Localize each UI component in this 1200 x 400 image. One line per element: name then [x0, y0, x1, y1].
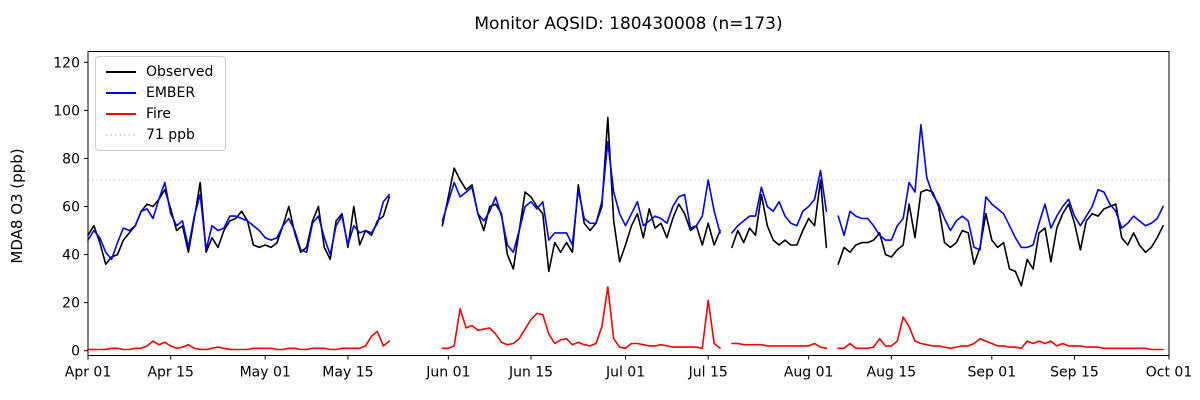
plot-border: [87, 51, 1170, 356]
legend-item-threshold: 71 ppb: [106, 127, 213, 143]
legend-label: Fire: [146, 106, 171, 122]
x-tick-label: Apr 15: [147, 365, 193, 381]
x-tick-label: Oct 01: [1146, 365, 1192, 381]
threshold-line-swatch: [106, 134, 136, 136]
y-tick-label: 100: [53, 103, 80, 119]
x-tick-label: May 01: [240, 365, 291, 381]
x-tick-label: Jun 15: [508, 365, 553, 381]
x-tick-label: May 15: [322, 365, 373, 381]
y-tick-label: 80: [62, 151, 80, 167]
legend-item-observed: Observed: [106, 64, 213, 80]
legend: Observed EMBER Fire 71 ppb: [95, 56, 227, 151]
x-tick-label: Sep 01: [967, 365, 1016, 381]
ember-line-swatch: [106, 92, 136, 94]
series-line-observed: [87, 116, 1164, 287]
chart-title: Monitor AQSID: 180430008 (n=173): [474, 14, 783, 34]
observed-line-swatch: [106, 71, 136, 73]
y-tick-label: 0: [71, 344, 80, 360]
y-axis-label: MDA8 O3 (ppb): [8, 148, 26, 264]
legend-label: EMBER: [146, 85, 196, 101]
x-tick-label: Aug 01: [784, 365, 834, 381]
y-tick-label: 40: [62, 248, 80, 264]
y-tick-label: 120: [53, 55, 80, 71]
fire-line-swatch: [106, 113, 136, 115]
x-tick-label: Aug 15: [867, 365, 917, 381]
y-tick-label: 20: [62, 296, 80, 312]
x-tick-label: Jul 15: [688, 365, 728, 381]
series-line-ember: [87, 124, 1164, 261]
x-tick-label: Apr 01: [65, 365, 111, 381]
legend-item-ember: EMBER: [106, 85, 213, 101]
x-tick-label: Jun 01: [425, 365, 470, 381]
legend-label: Observed: [146, 64, 214, 80]
x-tick-label: Jul 01: [605, 365, 645, 381]
legend-label: 71 ppb: [146, 127, 195, 143]
y-tick-label: 60: [62, 200, 80, 216]
x-tick-label: Sep 15: [1050, 365, 1099, 381]
legend-item-fire: Fire: [106, 106, 213, 122]
series-line-fire: [87, 286, 1164, 351]
